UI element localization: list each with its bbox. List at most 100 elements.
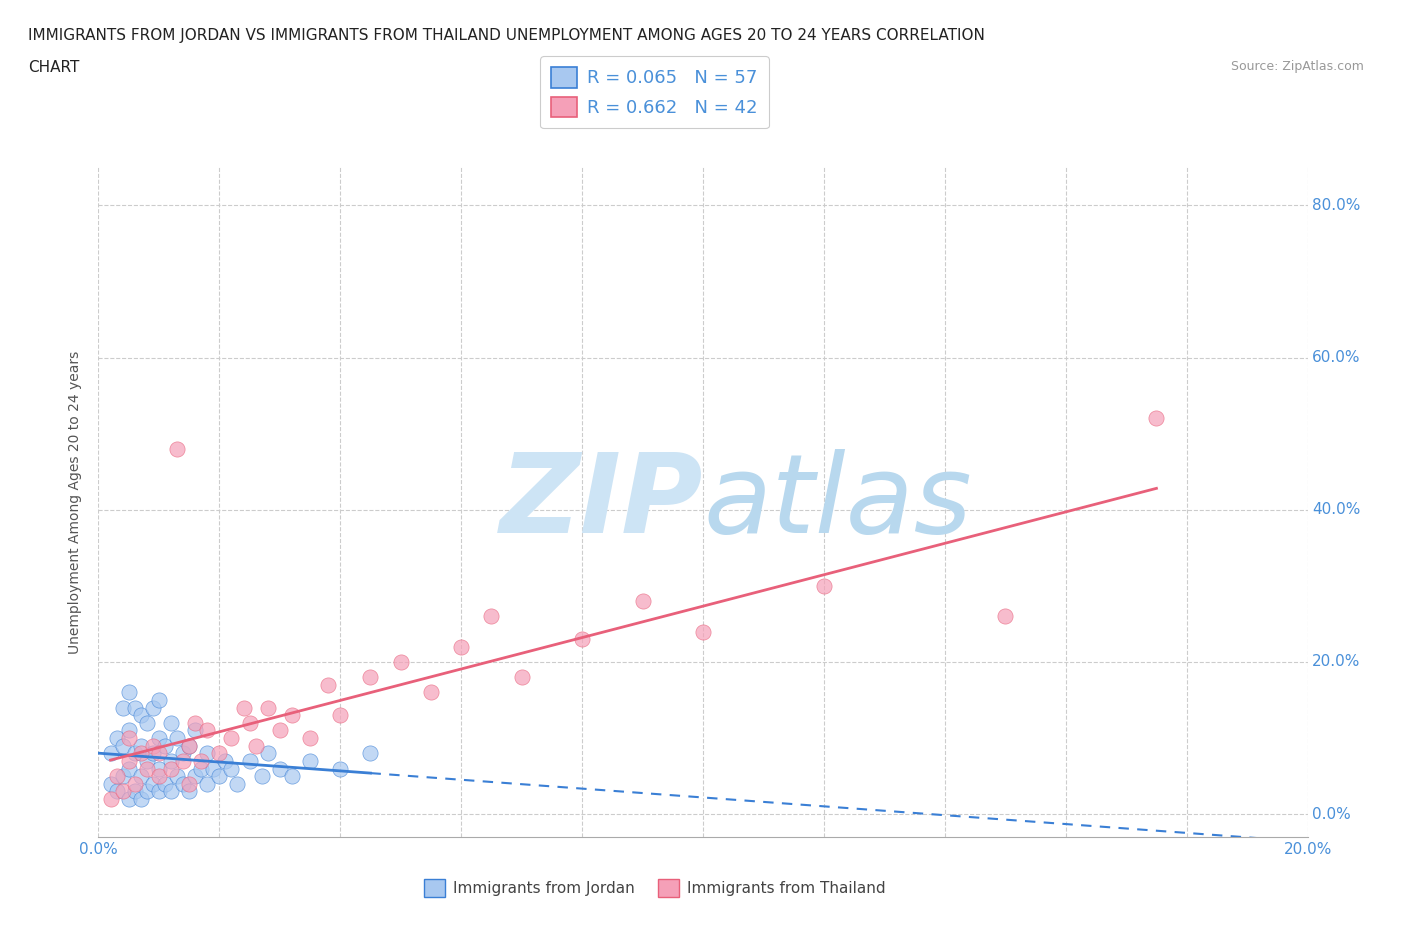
Point — [221, 761, 243, 776]
Y-axis label: Unemployment Among Ages 20 to 24 years: Unemployment Among Ages 20 to 24 years — [69, 351, 83, 654]
Point — [360, 746, 382, 761]
Point — [419, 685, 441, 700]
Point — [281, 708, 304, 723]
Point — [105, 769, 128, 784]
Point — [184, 715, 207, 730]
Point — [813, 578, 835, 593]
Point — [316, 677, 339, 692]
Point — [135, 784, 157, 799]
Point — [142, 746, 165, 761]
Point — [148, 761, 170, 776]
Text: 40.0%: 40.0% — [1312, 502, 1360, 517]
Point — [129, 708, 152, 723]
Point — [184, 723, 207, 737]
Point — [160, 753, 183, 768]
Point — [329, 761, 352, 776]
Point — [177, 784, 201, 799]
Point — [389, 655, 412, 670]
Text: ZIP: ZIP — [499, 448, 703, 556]
Point — [256, 746, 278, 761]
Point — [177, 777, 201, 791]
Point — [148, 731, 170, 746]
Point — [221, 731, 243, 746]
Point — [208, 746, 231, 761]
Point — [360, 670, 382, 684]
Text: 60.0%: 60.0% — [1312, 350, 1360, 365]
Text: 0.0%: 0.0% — [1312, 806, 1351, 822]
Point — [245, 738, 267, 753]
Point — [256, 700, 278, 715]
Point — [124, 784, 146, 799]
Point — [166, 769, 188, 784]
Point — [142, 700, 165, 715]
Point — [172, 777, 194, 791]
Point — [148, 693, 170, 708]
Point — [195, 777, 218, 791]
Point — [118, 753, 141, 768]
Point — [118, 731, 141, 746]
Point — [118, 761, 141, 776]
Point — [269, 723, 291, 737]
Point — [135, 761, 157, 776]
Point — [239, 715, 262, 730]
Point — [239, 753, 262, 768]
Point — [281, 769, 304, 784]
Point — [299, 731, 322, 746]
Point — [100, 791, 122, 806]
Text: 20.0%: 20.0% — [1312, 655, 1360, 670]
Point — [208, 769, 231, 784]
Point — [195, 723, 218, 737]
Point — [129, 769, 152, 784]
Point — [631, 593, 654, 608]
Point — [166, 442, 188, 457]
Point — [142, 738, 165, 753]
Point — [100, 746, 122, 761]
Point — [129, 746, 152, 761]
Point — [111, 769, 134, 784]
Point — [177, 738, 201, 753]
Text: IMMIGRANTS FROM JORDAN VS IMMIGRANTS FROM THAILAND UNEMPLOYMENT AMONG AGES 20 TO: IMMIGRANTS FROM JORDAN VS IMMIGRANTS FRO… — [28, 28, 986, 43]
Point — [195, 746, 218, 761]
Point — [148, 769, 170, 784]
Legend: Immigrants from Jordan, Immigrants from Thailand: Immigrants from Jordan, Immigrants from … — [418, 873, 891, 903]
Point — [118, 791, 141, 806]
Point — [148, 784, 170, 799]
Point — [135, 715, 157, 730]
Point — [111, 784, 134, 799]
Point — [111, 738, 134, 753]
Point — [160, 715, 183, 730]
Point — [269, 761, 291, 776]
Point — [190, 761, 212, 776]
Text: atlas: atlas — [703, 448, 972, 556]
Point — [124, 777, 146, 791]
Point — [160, 784, 183, 799]
Point — [184, 769, 207, 784]
Point — [153, 738, 176, 753]
Point — [105, 731, 128, 746]
Point — [111, 700, 134, 715]
Point — [166, 731, 188, 746]
Point — [250, 769, 273, 784]
Point — [118, 723, 141, 737]
Point — [100, 777, 122, 791]
Point — [692, 624, 714, 639]
Point — [177, 738, 201, 753]
Point — [129, 738, 152, 753]
Point — [481, 609, 503, 624]
Point — [160, 761, 183, 776]
Point — [232, 700, 254, 715]
Point — [148, 746, 170, 761]
Point — [172, 746, 194, 761]
Point — [1144, 411, 1167, 426]
Point — [129, 791, 152, 806]
Point — [105, 784, 128, 799]
Point — [450, 639, 472, 654]
Point — [153, 777, 176, 791]
Point — [190, 753, 212, 768]
Point — [329, 708, 352, 723]
Point — [202, 761, 225, 776]
Point — [118, 685, 141, 700]
Point — [571, 631, 593, 646]
Text: Source: ZipAtlas.com: Source: ZipAtlas.com — [1230, 60, 1364, 73]
Point — [124, 700, 146, 715]
